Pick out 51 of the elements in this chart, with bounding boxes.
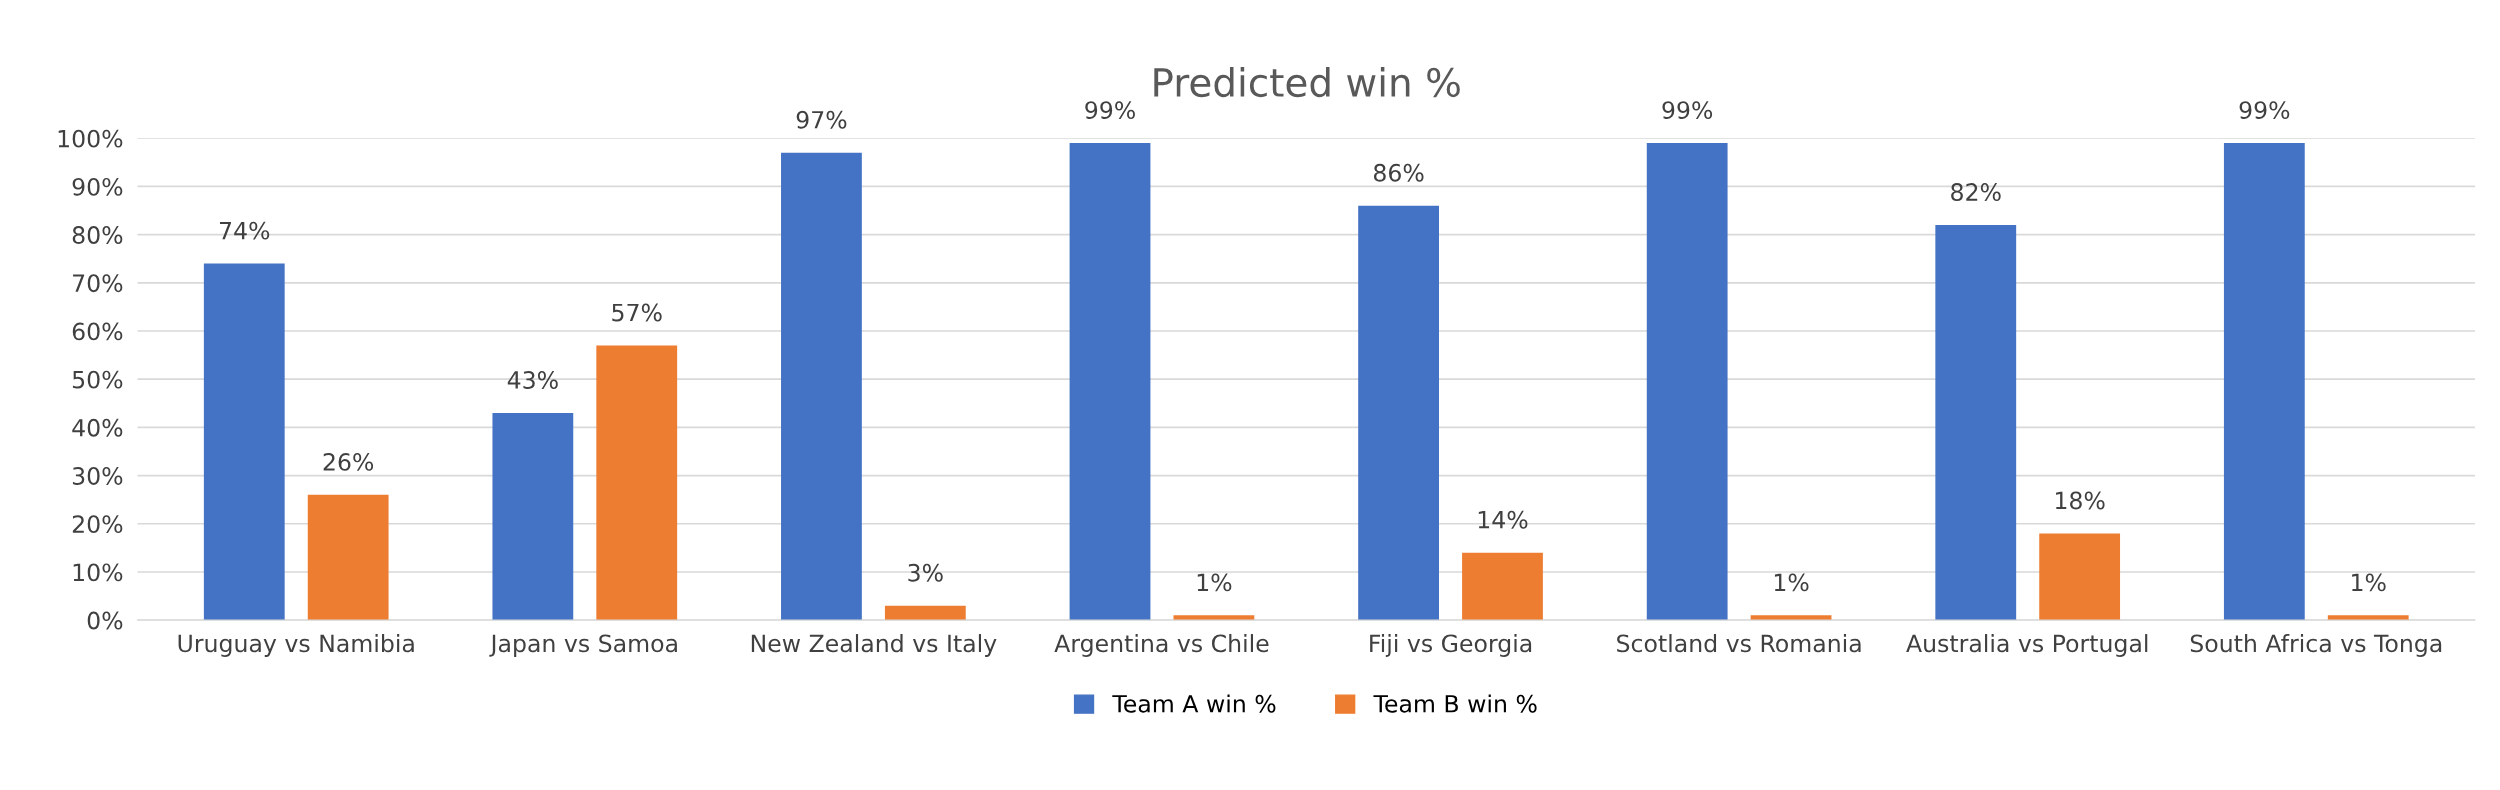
bar (1646, 143, 1728, 621)
bar (781, 152, 862, 621)
y-tick-label: 80% (72, 226, 123, 244)
x-tick-label: Uruguay vs Namibia (178, 634, 414, 657)
y-tick-label: 10% (73, 563, 123, 582)
data-label: 86% (1373, 163, 1424, 182)
bar (203, 263, 285, 621)
data-label: 1% (1197, 573, 1232, 592)
chart-title: Predicted win % (1154, 67, 1460, 98)
data-label: 82% (1951, 183, 2001, 201)
data-label: 1% (2352, 573, 2386, 592)
data-label: 99% (1085, 101, 1135, 120)
x-tick-label: New Zealand vs Italy (751, 634, 997, 657)
data-label: 26% (323, 452, 374, 471)
bar (1935, 224, 2017, 621)
y-tick-label: 60% (72, 322, 123, 341)
y-tick-label: 70% (73, 274, 123, 293)
data-label: 57% (612, 303, 662, 322)
y-tick-label: 50% (72, 370, 123, 389)
data-label: 74% (219, 221, 270, 240)
x-tick-label: Australia vs Portugal (1906, 634, 2148, 657)
data-label: 99% (2239, 101, 2290, 120)
legend-label: Team B win % (1373, 694, 1537, 713)
y-tick-label: 30% (72, 467, 123, 485)
data-label: 3% (908, 563, 943, 582)
data-label: 43% (507, 371, 558, 389)
data-label: 1% (1774, 573, 1809, 592)
y-tick-label: 100% (58, 129, 123, 148)
bar (492, 412, 574, 621)
data-label: 18% (2056, 491, 2105, 510)
x-tick-label: Argentina vs Chile (1054, 634, 1269, 657)
data-label: 99% (1662, 101, 1713, 120)
data-label: 97% (796, 110, 847, 129)
x-tick-label: South Africa vs Tonga (2190, 634, 2442, 657)
y-tick-label: 40% (72, 418, 123, 437)
bar (596, 345, 678, 621)
x-tick-label: Japan vs Samoa (489, 634, 677, 657)
legend-label: Team A win % (1112, 694, 1276, 713)
bar (2039, 533, 2121, 621)
bar (2223, 143, 2305, 621)
bar (884, 605, 966, 621)
bar (307, 494, 389, 621)
bar (1069, 143, 1151, 621)
y-tick-label: 0% (87, 611, 123, 630)
x-tick-label: Scotland vs Romania (1617, 634, 1861, 653)
bar (1358, 205, 1439, 621)
y-tick-label: 90% (72, 177, 123, 196)
data-label: 14% (1478, 510, 1528, 529)
bar (1462, 552, 1543, 621)
x-tick-label: Fiji vs Georgia (1370, 634, 1532, 657)
y-tick-label: 20% (72, 515, 123, 534)
